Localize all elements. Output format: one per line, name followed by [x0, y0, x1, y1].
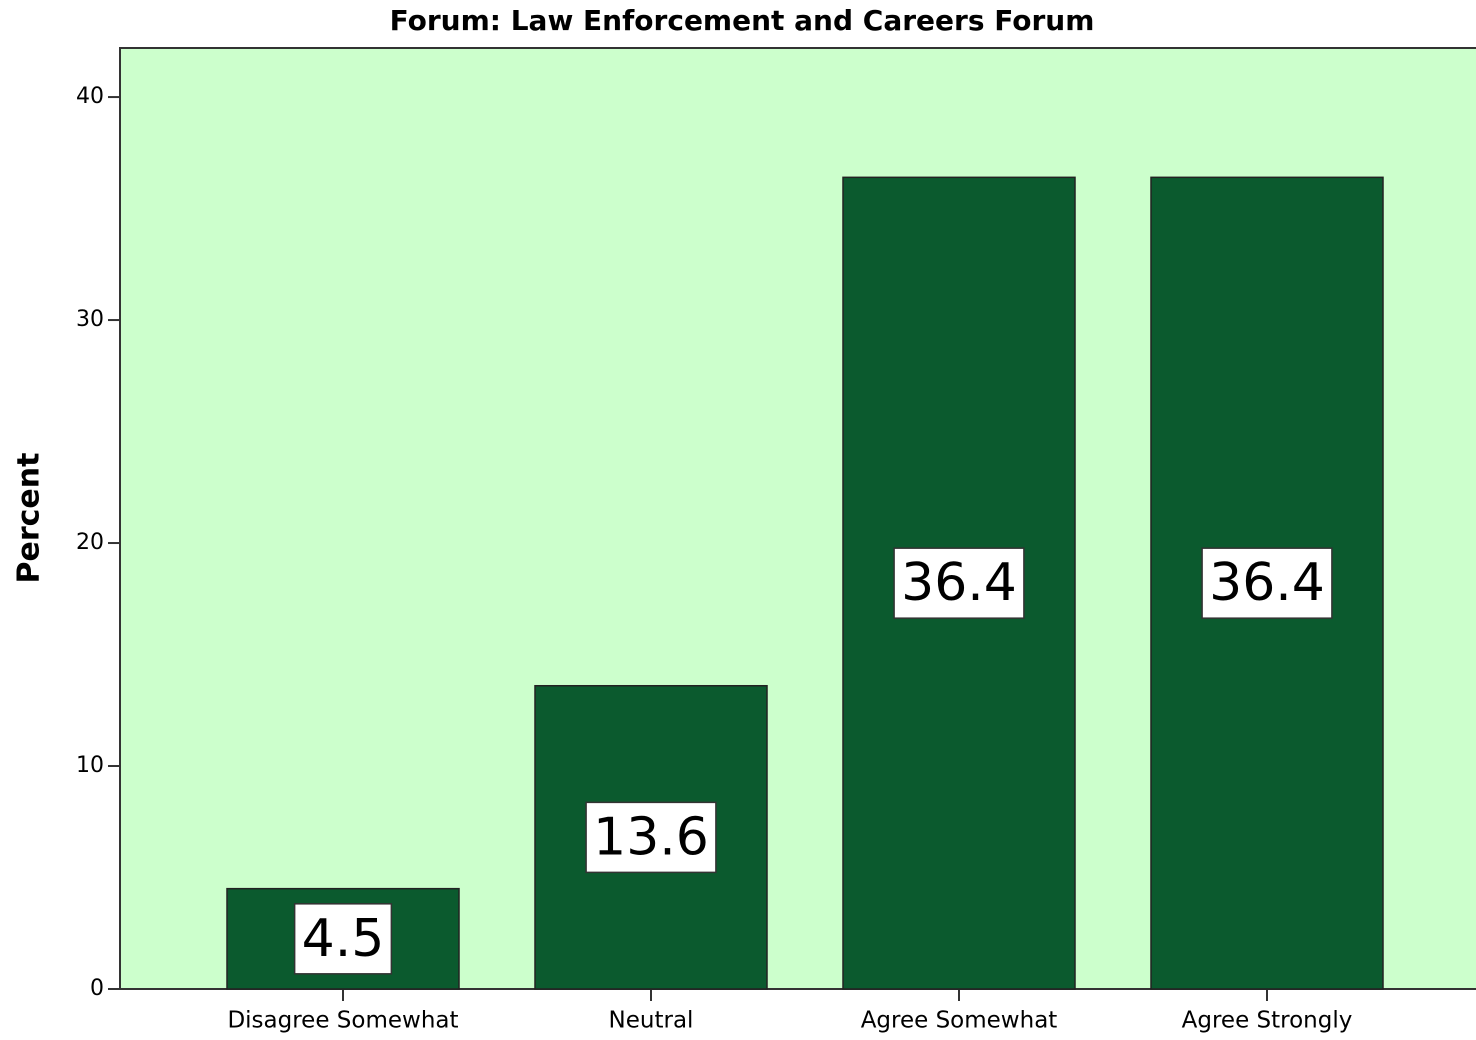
x-tick-label: Agree Strongly [1182, 1008, 1353, 1034]
data-label: 4.5 [302, 909, 385, 969]
data-label-box [293, 903, 393, 975]
chart-title: Forum: Law Enforcement and Careers Forum [390, 4, 1095, 37]
data-label-box [893, 547, 1025, 619]
y-tick-label: 30 [76, 307, 104, 332]
y-axis-label: Percent [12, 453, 47, 584]
x-tick-label: Neutral [609, 1008, 694, 1034]
y-tick-label: 10 [76, 753, 104, 778]
x-tick-label: Agree Somewhat [861, 1008, 1058, 1034]
data-label: 13.6 [593, 807, 709, 867]
y-tick-label: 40 [76, 84, 104, 109]
x-tick-label: Disagree Somewhat [227, 1008, 458, 1034]
data-label-box [1201, 547, 1333, 619]
data-label-box [585, 801, 717, 874]
data-label: 36.4 [901, 553, 1017, 613]
data-label: 36.4 [1209, 553, 1325, 613]
y-tick-label: 0 [90, 976, 104, 1001]
y-tick-label: 20 [76, 530, 104, 555]
